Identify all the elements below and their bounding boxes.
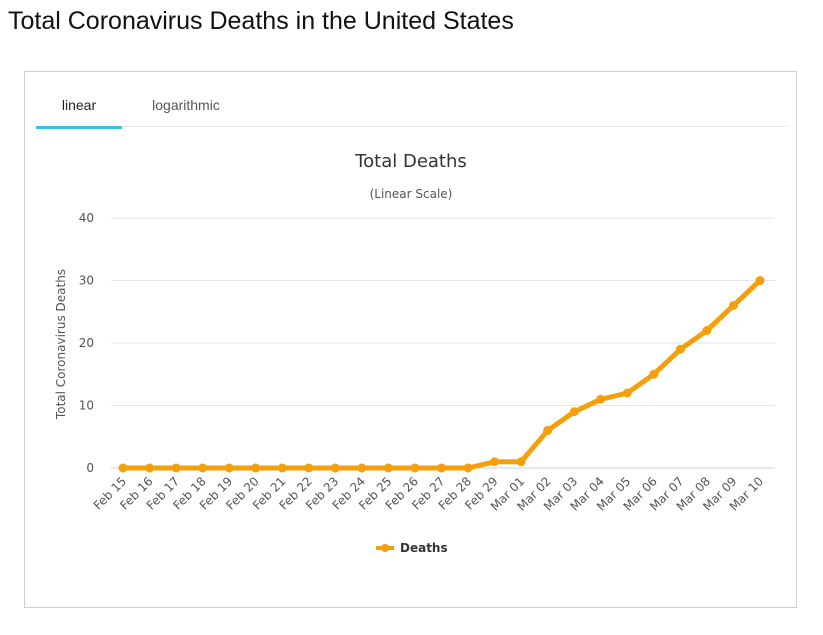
data-point[interactable] bbox=[516, 457, 526, 467]
data-point[interactable] bbox=[622, 388, 632, 398]
scale-tabs: linear logarithmic bbox=[36, 72, 787, 129]
tab-linear-label: linear bbox=[61, 97, 97, 113]
legend-marker bbox=[381, 544, 389, 552]
grid-lines bbox=[111, 217, 775, 469]
data-point[interactable] bbox=[728, 301, 738, 310]
y-tick-label: 40 bbox=[79, 211, 94, 225]
data-point[interactable] bbox=[543, 426, 553, 435]
legend[interactable]: Deaths bbox=[376, 541, 448, 555]
chart-subtitle: (Linear Scale) bbox=[370, 187, 453, 201]
data-point[interactable] bbox=[490, 457, 500, 467]
tab-logarithmic-label: logarithmic bbox=[152, 97, 220, 113]
data-point[interactable] bbox=[251, 463, 261, 473]
active-tab-indicator bbox=[36, 126, 122, 129]
deaths-chart: Total Deaths (Linear Scale) Total Corona… bbox=[54, 151, 775, 555]
series-points bbox=[118, 276, 765, 473]
data-point[interactable] bbox=[357, 463, 367, 473]
data-point[interactable] bbox=[198, 463, 208, 473]
data-point[interactable] bbox=[145, 463, 155, 473]
data-point[interactable] bbox=[649, 369, 659, 379]
tab-logarithmic[interactable]: logarithmic bbox=[136, 72, 236, 126]
legend-label: Deaths bbox=[400, 541, 448, 555]
data-point[interactable] bbox=[304, 463, 314, 473]
series-line-deaths bbox=[120, 278, 763, 471]
data-point[interactable] bbox=[569, 407, 579, 417]
data-point[interactable] bbox=[437, 463, 446, 473]
chart-title: Total Deaths bbox=[354, 151, 467, 172]
y-tick-label: 10 bbox=[79, 399, 94, 413]
page-title: Total Coronavirus Deaths in the United S… bbox=[8, 7, 514, 35]
data-point[interactable] bbox=[383, 463, 393, 473]
y-tick-label: 30 bbox=[79, 274, 94, 288]
data-point[interactable] bbox=[675, 344, 685, 354]
data-point[interactable] bbox=[330, 463, 340, 473]
y-tick-labels: 0 10 20 30 40 bbox=[79, 211, 94, 475]
y-axis-label: Total Coronavirus Deaths bbox=[54, 269, 68, 420]
data-point[interactable] bbox=[702, 326, 712, 335]
data-point[interactable] bbox=[410, 463, 420, 473]
tab-linear[interactable]: linear bbox=[36, 72, 122, 129]
data-point[interactable] bbox=[118, 463, 128, 473]
data-point[interactable] bbox=[171, 463, 181, 473]
y-tick-label: 20 bbox=[79, 336, 94, 350]
chart-panel: linear logarithmic Total Deaths (Linear … bbox=[24, 71, 797, 608]
data-point[interactable] bbox=[224, 463, 234, 473]
data-point[interactable] bbox=[596, 394, 606, 404]
data-point[interactable] bbox=[277, 463, 287, 473]
y-tick-label: 0 bbox=[86, 461, 94, 475]
data-point[interactable] bbox=[755, 276, 765, 285]
data-point[interactable] bbox=[463, 463, 473, 473]
